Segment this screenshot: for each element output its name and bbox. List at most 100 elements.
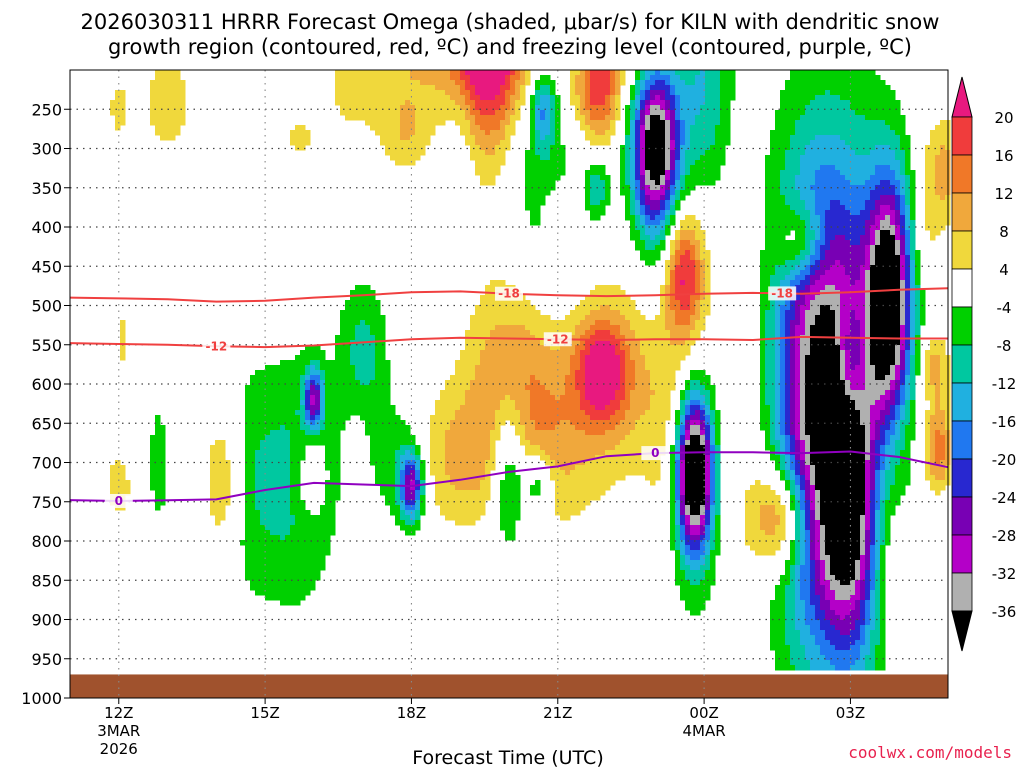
omega-cell [875, 170, 881, 176]
omega-cell [855, 380, 861, 386]
omega-cell [165, 110, 171, 116]
omega-cell [865, 145, 871, 151]
omega-cell [485, 370, 491, 376]
omega-cell [435, 115, 441, 121]
omega-cell [670, 370, 676, 376]
omega-cell [650, 180, 656, 186]
omega-cell [475, 345, 481, 351]
omega-cell [480, 100, 486, 106]
omega-cell [630, 375, 636, 381]
omega-cell [120, 355, 126, 361]
omega-cell [625, 335, 631, 341]
omega-cell [675, 195, 681, 201]
omega-cell [615, 355, 621, 361]
omega-cell [805, 115, 811, 121]
omega-cell [875, 205, 881, 211]
omega-cell [620, 150, 626, 156]
omega-cell [255, 370, 261, 376]
omega-cell [660, 215, 666, 221]
omega-cell [460, 355, 466, 361]
omega-cell [785, 225, 791, 231]
omega-cell [795, 195, 801, 201]
omega-cell [835, 330, 841, 336]
omega-cell [875, 110, 881, 116]
omega-cell [840, 140, 846, 146]
omega-cell [855, 325, 861, 331]
omega-cell [660, 370, 666, 376]
omega-cell [485, 120, 491, 126]
omega-cell [535, 375, 541, 381]
omega-cell [375, 385, 381, 391]
omega-cell [805, 230, 811, 236]
omega-cell [380, 100, 386, 106]
omega-cell [615, 95, 621, 101]
omega-cell [820, 95, 826, 101]
omega-cell [700, 100, 706, 106]
omega-cell [850, 260, 856, 266]
omega-cell [310, 375, 316, 381]
omega-cell [275, 385, 281, 391]
omega-cell [505, 300, 511, 306]
omega-cell [705, 270, 711, 276]
omega-cell [625, 315, 631, 321]
omega-cell [850, 85, 856, 91]
omega-cell [795, 150, 801, 156]
omega-cell [325, 385, 331, 391]
omega-cell [455, 120, 461, 126]
omega-cell [935, 225, 941, 231]
omega-cell [780, 365, 786, 371]
omega-cell [395, 85, 401, 91]
omega-cell [635, 130, 641, 136]
omega-cell [790, 350, 796, 356]
omega-cell [590, 375, 596, 381]
omega-cell [845, 365, 851, 371]
omega-cell [875, 160, 881, 166]
omega-cell [590, 305, 596, 311]
omega-cell [660, 360, 666, 366]
omega-cell [840, 85, 846, 91]
omega-cell [695, 225, 701, 231]
omega-cell [700, 235, 706, 241]
omega-cell [160, 75, 166, 81]
omega-cell [660, 130, 666, 136]
omega-cell [840, 80, 846, 86]
omega-cell [785, 270, 791, 276]
omega-cell [830, 365, 836, 371]
omega-cell [640, 345, 646, 351]
omega-cell [345, 300, 351, 306]
omega-cell [495, 350, 501, 356]
omega-cell [690, 95, 696, 101]
omega-cell [680, 165, 686, 171]
omega-cell [810, 250, 816, 256]
omega-cell [675, 70, 681, 76]
omega-cell [605, 325, 611, 331]
omega-cell [490, 85, 496, 91]
omega-cell [370, 115, 376, 121]
omega-cell [370, 125, 376, 131]
omega-cell [415, 150, 421, 156]
omega-cell [840, 150, 846, 156]
omega-cell [830, 385, 836, 391]
omega-cell [805, 140, 811, 146]
omega-cell [520, 360, 526, 366]
omega-cell [940, 210, 946, 216]
omega-cell [765, 305, 771, 311]
omega-cell [850, 305, 856, 311]
omega-cell [475, 130, 481, 136]
omega-cell [890, 90, 896, 96]
omega-cell [600, 295, 606, 301]
omega-cell [660, 385, 666, 391]
omega-cell [900, 120, 906, 126]
omega-cell [700, 305, 706, 311]
omega-cell [480, 325, 486, 331]
omega-cell [360, 90, 366, 96]
omega-cell [870, 165, 876, 171]
omega-cell [600, 140, 606, 146]
omega-cell [475, 340, 481, 346]
omega-cell [385, 375, 391, 381]
omega-cell [865, 305, 871, 311]
omega-cell [790, 70, 796, 76]
omega-cell [885, 265, 891, 271]
omega-cell [775, 375, 781, 381]
omega-cell [905, 255, 911, 261]
